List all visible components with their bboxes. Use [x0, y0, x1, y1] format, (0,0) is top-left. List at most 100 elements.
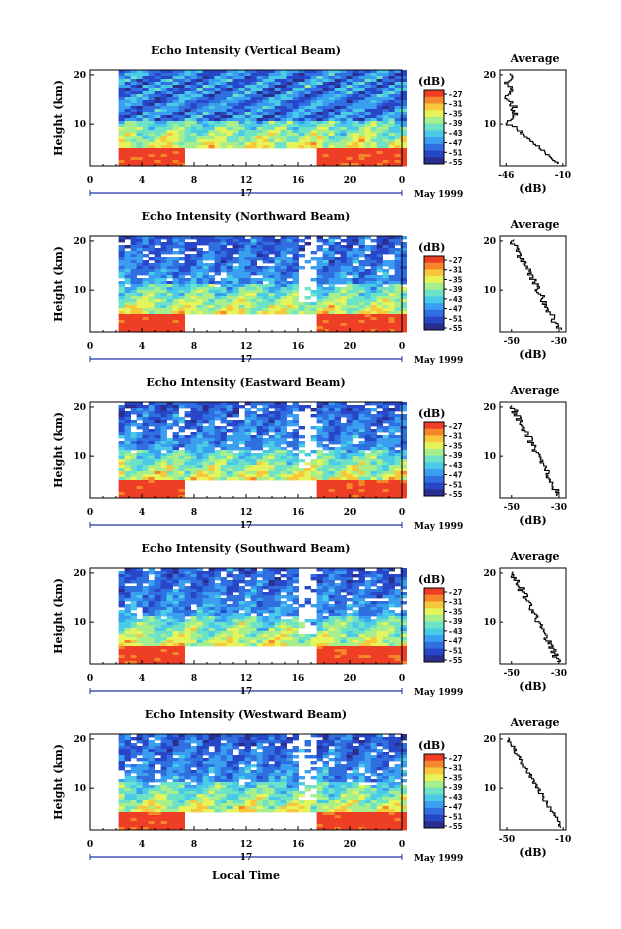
heatmap-cell — [232, 91, 239, 95]
heatmap-cell — [196, 260, 203, 264]
heatmap-cell — [148, 402, 155, 406]
heatmap-cell — [352, 242, 359, 246]
heatmap-cell — [268, 616, 275, 620]
heatmap-cell — [334, 139, 341, 143]
heatmap-cell — [220, 598, 227, 602]
heatmap-cell — [130, 444, 137, 448]
colorbar-band — [424, 116, 444, 125]
heatmap-cell — [292, 417, 299, 421]
colorbar-band — [424, 455, 444, 463]
heatmap-cell — [124, 109, 131, 113]
heatmap-cell — [118, 420, 125, 424]
heatmap-cell — [220, 429, 227, 433]
heatmap-cell — [178, 601, 185, 605]
heatmap-cell — [250, 477, 257, 481]
heatmap-cell — [256, 619, 263, 623]
heatmap-cell — [274, 272, 281, 276]
heatmap-cell — [388, 323, 395, 327]
heatmap-cell — [124, 76, 131, 80]
heatmap-cell — [316, 275, 323, 279]
heatmap-cell — [346, 447, 353, 451]
heatmap-cell — [130, 568, 137, 572]
heatmap-cell — [370, 133, 377, 137]
heatmap-cell — [118, 121, 125, 125]
heatmap-cell — [310, 293, 317, 297]
heatmap-cell — [214, 477, 221, 481]
heatmap-cell — [130, 486, 137, 490]
heatmap-cell — [166, 616, 173, 620]
heatmap-cell — [142, 625, 149, 629]
profile-x-tick-label: -50 — [504, 337, 520, 347]
heatmap-cell — [160, 613, 167, 617]
heatmap-cell — [202, 311, 209, 315]
heatmap-cell — [280, 405, 287, 409]
heatmap-cell — [280, 130, 287, 134]
heatmap-cell — [352, 154, 359, 158]
heatmap-cell — [394, 272, 401, 276]
heatmap-cell — [286, 136, 293, 140]
heatmap-cell — [142, 239, 149, 243]
heatmap-cell — [298, 637, 305, 641]
heatmap-cell — [322, 100, 329, 104]
heatmap-cell — [202, 438, 209, 442]
heatmap-cell — [208, 145, 215, 149]
colorbar-band — [424, 316, 444, 324]
heatmap-cell — [118, 459, 125, 463]
heatmap-cell — [154, 441, 161, 445]
heatmap-cell — [250, 420, 257, 424]
heatmap-cell — [184, 124, 191, 128]
heatmap — [118, 568, 407, 665]
colorbar-band — [424, 110, 444, 118]
heatmap-cell — [352, 100, 359, 104]
heatmap-cell — [118, 453, 125, 457]
heatmap-cell — [364, 154, 371, 158]
heatmap-cell — [346, 127, 353, 131]
heatmap-cell — [154, 489, 161, 493]
colorbar-title: (dB) — [418, 75, 445, 88]
heatmap-cell — [346, 429, 353, 433]
heatmap-cell — [346, 130, 353, 134]
heatmap-cell — [316, 456, 323, 460]
heatmap-cell — [268, 115, 275, 119]
heatmap-cell — [232, 88, 239, 92]
heatmap-cell — [238, 308, 245, 312]
heatmap-cell — [130, 329, 137, 333]
heatmap-cell — [118, 103, 125, 107]
colorbar-frame — [423, 89, 445, 165]
heatmap-cell — [208, 308, 215, 312]
heatmap-cell — [310, 311, 317, 315]
heatmap-cell — [184, 438, 191, 442]
heatmap-cell — [244, 305, 251, 309]
heatmap-cell — [124, 70, 131, 74]
heatmap-cell — [226, 103, 233, 107]
heatmap-cell — [244, 106, 251, 110]
heatmap-cell — [118, 468, 125, 472]
heatmap-cell — [316, 465, 323, 469]
heatmap-cell — [334, 272, 341, 276]
heatmap-cell — [238, 622, 245, 626]
heatmap-cell — [400, 477, 407, 481]
heatmap-cell — [346, 263, 353, 267]
heatmap-cell — [208, 245, 215, 249]
heatmap-cell — [220, 441, 227, 445]
profile-title: Average — [509, 218, 559, 231]
heatmap-cell — [358, 311, 365, 315]
heatmap-cell — [190, 462, 197, 466]
heatmap-cell — [142, 447, 149, 451]
heatmap-cell — [364, 106, 371, 110]
heatmap-cell — [136, 619, 143, 623]
heatmap-cell — [118, 414, 125, 418]
heatmap-cell — [262, 477, 269, 481]
heatmap-cell — [364, 263, 371, 267]
heatmap-cell — [184, 598, 191, 602]
heatmap-cell — [358, 148, 365, 152]
heatmap-cell — [364, 272, 371, 276]
heatmap-cell — [190, 88, 197, 92]
heatmap-cell — [166, 103, 173, 107]
heatmap-cell — [376, 308, 383, 312]
heatmap-cell — [142, 305, 149, 309]
heatmap-cell — [316, 429, 323, 433]
heatmap-cell — [190, 290, 197, 294]
heatmap-cell — [376, 492, 383, 496]
heatmap-cell — [202, 106, 209, 110]
